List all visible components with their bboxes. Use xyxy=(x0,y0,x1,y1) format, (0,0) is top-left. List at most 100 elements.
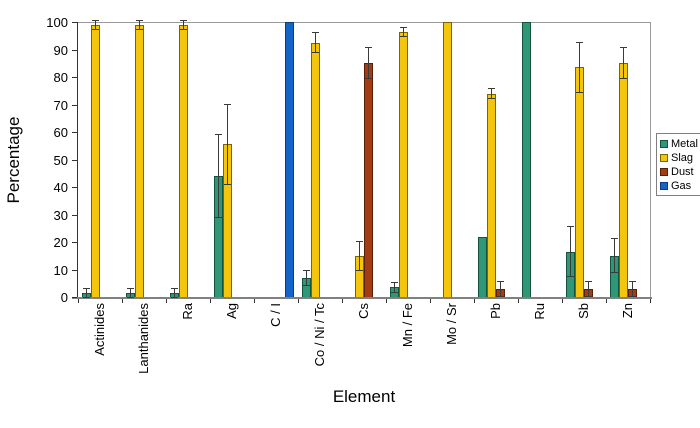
x-category-label-lanthanides: Lanthanides xyxy=(136,303,151,374)
error-bar-metal-lanthanides-cap-top xyxy=(127,287,134,289)
error-bar-metal-actinides-line xyxy=(86,288,87,297)
plot-border-top xyxy=(78,22,650,23)
x-category-label-pb: Pb xyxy=(488,303,503,319)
bar-slag-co-ni-tc xyxy=(311,42,320,297)
y-tick xyxy=(72,215,77,216)
error-bar-slag-ra-cap-top xyxy=(180,19,187,21)
y-tick xyxy=(72,105,77,106)
error-bar-slag-actinides-cap-bottom xyxy=(92,28,99,30)
y-tick-label: 10 xyxy=(53,263,68,278)
y-tick-label: 40 xyxy=(53,180,68,195)
y-tick-label: 60 xyxy=(53,125,68,140)
bar-slag-mn-fe xyxy=(399,31,408,297)
error-bar-dust-cs-cap-top xyxy=(365,47,372,49)
error-bar-dust-pb-cap-top xyxy=(497,280,504,282)
error-bar-slag-lanthanides-line xyxy=(139,20,140,29)
y-tick xyxy=(72,160,77,161)
x-category-label-mo-sr: Mo / Sr xyxy=(444,303,459,345)
x-category-label-actinides: Actinides xyxy=(92,303,107,356)
y-axis-line xyxy=(77,22,78,298)
error-bar-slag-zn-line xyxy=(623,48,624,79)
error-bar-dust-cs-line xyxy=(368,48,369,79)
y-tick xyxy=(72,132,77,133)
error-bar-metal-mn-fe-cap-bottom xyxy=(391,291,398,293)
x-tick xyxy=(562,299,563,303)
legend: Metal Slag Dust Gas xyxy=(656,133,700,196)
x-tick xyxy=(474,299,475,303)
x-tick xyxy=(650,299,651,303)
error-bar-metal-lanthanides-cap-bottom xyxy=(127,297,134,298)
bar-slag-ra xyxy=(179,24,188,297)
x-tick xyxy=(122,299,123,303)
legend-item-gas: Gas xyxy=(660,179,698,193)
error-bar-slag-mn-fe-line xyxy=(403,27,404,36)
x-tick xyxy=(210,299,211,303)
x-tick xyxy=(430,299,431,303)
x-category-label-ru: Ru xyxy=(532,303,547,320)
x-tick xyxy=(386,299,387,303)
bar-slag-sb xyxy=(575,67,584,297)
error-bar-slag-pb-line xyxy=(491,89,492,98)
error-bar-metal-co-ni-tc-line xyxy=(306,270,307,285)
error-bar-slag-cs-cap-top xyxy=(356,241,363,242)
error-bar-metal-sb-cap-top xyxy=(567,225,574,227)
error-bar-dust-zn-line xyxy=(632,281,633,296)
error-bar-dust-sb-cap-bottom xyxy=(585,295,592,297)
legend-swatch-gas-icon xyxy=(660,182,668,190)
error-bar-metal-ag-cap-top xyxy=(215,133,222,135)
x-category-label-cs: Cs xyxy=(356,303,371,319)
error-bar-dust-pb-cap-bottom xyxy=(497,295,504,297)
error-bar-metal-sb-cap-bottom xyxy=(567,276,574,278)
error-bar-slag-pb-cap-top xyxy=(488,88,495,90)
legend-item-dust: Dust xyxy=(660,165,698,179)
error-bar-metal-sb-line xyxy=(570,226,571,277)
y-tick-label: 30 xyxy=(53,208,68,223)
error-bar-metal-co-ni-tc-cap-top xyxy=(303,269,310,271)
legend-swatch-metal-icon xyxy=(660,140,668,148)
bar-gas-c-i xyxy=(285,22,294,297)
error-bar-dust-sb-cap-top xyxy=(585,280,592,282)
error-bar-metal-zn-line xyxy=(614,239,615,273)
x-tick xyxy=(254,299,255,303)
error-bar-slag-co-ni-tc-cap-top xyxy=(312,32,319,33)
error-bar-metal-mn-fe-line xyxy=(394,283,395,292)
error-bar-slag-ag-cap-bottom xyxy=(224,184,231,186)
error-bar-metal-mn-fe-cap-top xyxy=(391,282,398,284)
x-axis-title: Element xyxy=(332,387,396,406)
x-tick xyxy=(606,299,607,303)
error-bar-slag-ra-cap-bottom xyxy=(180,28,187,30)
x-category-label-zn: Zn xyxy=(620,303,635,319)
error-bar-dust-zn-cap-bottom xyxy=(629,295,636,297)
error-bar-slag-lanthanides-cap-bottom xyxy=(136,28,143,30)
legend-label-dust: Dust xyxy=(671,166,694,178)
error-bar-slag-co-ni-tc-cap-bottom xyxy=(312,52,319,54)
error-bar-metal-ra-line xyxy=(174,288,175,297)
error-bar-slag-pb-cap-bottom xyxy=(488,97,495,99)
y-tick-label: 90 xyxy=(53,43,68,58)
legend-swatch-dust-icon xyxy=(660,168,668,176)
error-bar-slag-ra-line xyxy=(183,20,184,29)
y-tick-label: 0 xyxy=(60,290,68,305)
error-bar-slag-zn-cap-top xyxy=(620,47,627,49)
y-tick xyxy=(72,270,77,271)
x-axis-line xyxy=(72,297,652,299)
error-bar-metal-lanthanides-line xyxy=(130,288,131,297)
error-bar-dust-pb-line xyxy=(500,281,501,296)
error-bar-slag-mn-fe-cap-top xyxy=(400,26,407,28)
y-axis-title: Percentage xyxy=(4,116,23,204)
error-bar-slag-lanthanides-cap-top xyxy=(136,19,143,21)
bar-slag-zn xyxy=(619,63,628,297)
y-tick xyxy=(72,77,77,78)
y-tick-label: 70 xyxy=(53,98,68,113)
error-bar-slag-ag-line xyxy=(227,104,228,185)
error-bar-metal-zn-cap-bottom xyxy=(611,272,618,274)
error-bar-slag-actinides-cap-top xyxy=(92,19,99,21)
y-tick xyxy=(72,297,77,298)
x-category-label-ra: Ra xyxy=(180,303,195,320)
legend-item-metal: Metal xyxy=(660,137,698,151)
x-category-label-sb: Sb xyxy=(576,303,591,319)
legend-label-metal: Metal xyxy=(671,138,698,150)
bar-metal-pb xyxy=(478,236,487,297)
y-tick-label: 100 xyxy=(46,15,68,30)
